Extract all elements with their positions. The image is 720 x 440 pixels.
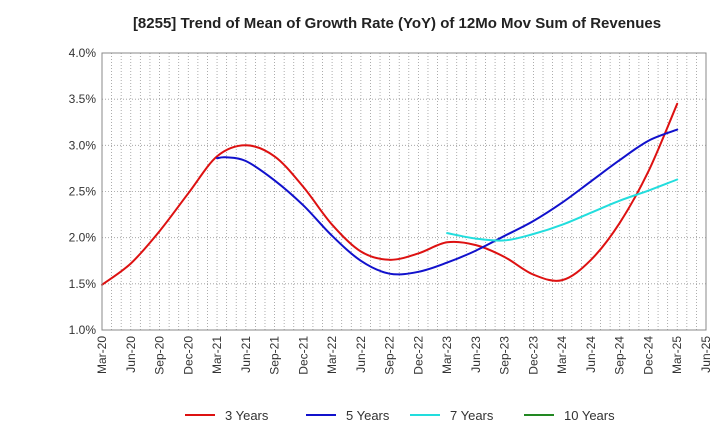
y-tick-label: 4.0% [69, 46, 97, 60]
x-tick-label: Dec-24 [641, 336, 655, 375]
x-tick-label: Jun-21 [239, 336, 253, 373]
y-tick-label: 1.0% [69, 323, 97, 337]
x-axis-ticks: Mar-20 Jun-20 Sep-20 Dec-20 Mar-21 Jun-21 Sep-… [95, 336, 713, 375]
x-tick-label: Jun-24 [584, 336, 598, 373]
x-tick-label: Sep-21 [268, 336, 282, 375]
x-tick-label: Dec-23 [526, 336, 540, 375]
series-line-3-years [101, 102, 679, 286]
legend-label: 3 Years [225, 408, 269, 423]
legend-label: 10 Years [564, 408, 615, 423]
x-tick-label: Jun-22 [354, 336, 368, 373]
x-tick-label: Mar-23 [440, 336, 454, 374]
x-tick-label: Mar-25 [670, 336, 684, 374]
legend-label: 7 Years [450, 408, 494, 423]
plot-area-frame [101, 52, 707, 331]
y-tick-label: 1.5% [69, 277, 97, 291]
x-tick-label: Sep-23 [498, 336, 512, 375]
x-tick-label: Jun-25 [699, 336, 713, 373]
legend: 3 Years 5 Years 7 Years 10 Years [185, 408, 615, 423]
x-tick-label: Dec-22 [411, 336, 425, 375]
series-lines [101, 102, 679, 286]
x-tick-label: Dec-21 [296, 336, 310, 375]
series-line-7-years [446, 178, 679, 242]
y-tick-label: 3.0% [69, 138, 97, 152]
y-axis-ticks: 1.0% 1.5% 2.0% 2.5% 3.0% 3.5% 4.0% [69, 46, 97, 337]
y-tick-label: 2.0% [69, 231, 97, 245]
chart-title: [8255] Trend of Mean of Growth Rate (YoY… [133, 15, 661, 32]
x-tick-label: Mar-21 [210, 336, 224, 374]
series-line-5-years [216, 128, 679, 276]
y-tick-label: 2.5% [69, 185, 97, 199]
x-tick-label: Jun-20 [124, 336, 138, 373]
x-tick-label: Jun-23 [469, 336, 483, 373]
legend-label: 5 Years [346, 408, 390, 423]
x-tick-label: Sep-24 [613, 336, 627, 375]
x-tick-label: Sep-22 [383, 336, 397, 375]
y-tick-label: 3.5% [69, 92, 97, 106]
x-tick-label: Mar-22 [325, 336, 339, 374]
x-tick-label: Dec-20 [181, 336, 195, 375]
x-tick-label: Sep-20 [153, 336, 167, 375]
x-tick-label: Mar-20 [95, 336, 109, 374]
grid-lines [102, 53, 706, 330]
x-tick-label: Mar-24 [555, 336, 569, 374]
